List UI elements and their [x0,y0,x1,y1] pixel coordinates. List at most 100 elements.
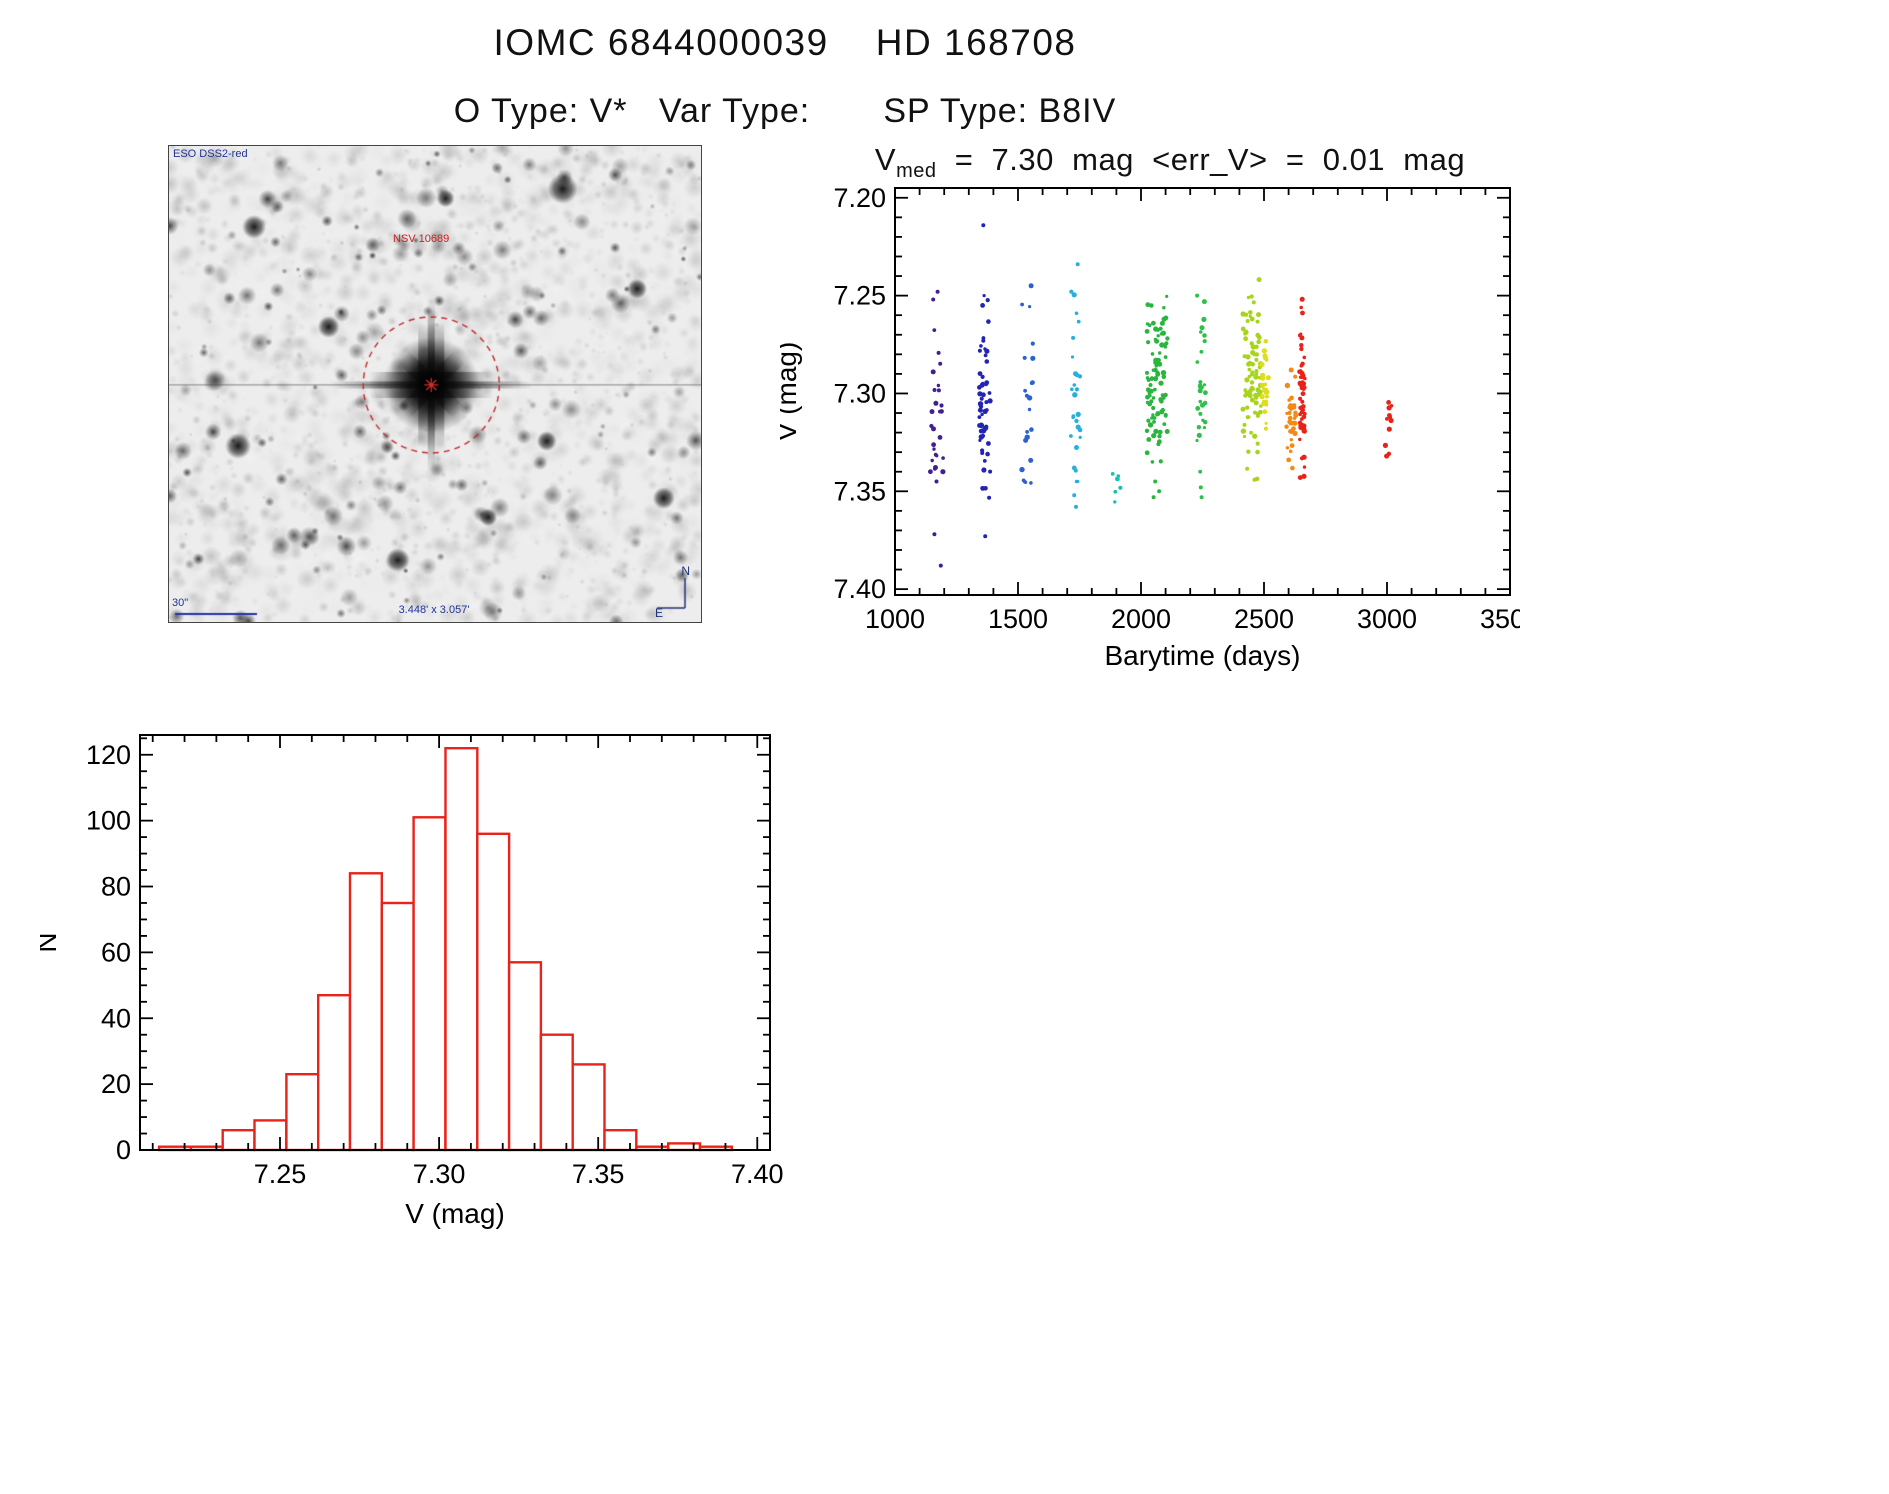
data-point [1200,385,1204,390]
data-point [1254,476,1260,482]
data-point [1265,375,1271,381]
data-point [1247,367,1252,372]
data-point [1299,386,1303,390]
data-point [1249,386,1255,392]
data-point [985,298,990,303]
data-point [1289,420,1295,426]
data-point [1145,394,1150,400]
data-point [1259,393,1265,400]
data-point [1288,403,1294,409]
data-point [1072,392,1078,398]
lightcurve-title-prefix: V [874,142,897,177]
data-point [1020,302,1024,307]
data-point [1243,336,1248,342]
data-point [982,425,988,431]
data-point [1245,354,1251,360]
data-point [937,435,943,440]
data-point [1078,435,1082,439]
data-point [1263,399,1269,404]
data-point [941,456,945,460]
data-point [1030,355,1036,361]
y-tick-label: 80 [101,872,131,902]
data-point [980,412,984,417]
histogram-bar [412,816,447,1152]
data-point [1029,427,1034,432]
data-point [1242,434,1247,439]
data-point [932,388,937,392]
data-point [984,400,989,405]
data-point [1284,382,1291,389]
data-point [1256,277,1262,283]
data-point [1255,449,1260,455]
data-point [1249,294,1254,299]
data-point [1250,361,1255,367]
x-tick-label: 7.40 [731,1159,784,1189]
data-point [1199,325,1205,331]
data-point [1160,407,1165,413]
data-point [1153,376,1159,382]
data-point [1075,411,1081,417]
histogram-bar [285,1073,320,1152]
data-point [932,447,936,451]
data-point [936,383,941,388]
data-point [1384,454,1388,458]
data-point [1240,406,1246,412]
data-point [1071,415,1075,420]
data-point [1165,336,1170,341]
data-point [987,391,992,395]
data-point [1161,316,1167,322]
data-point [1072,383,1077,387]
data-point [1289,368,1294,372]
data-point [1152,416,1157,420]
data-point [1022,355,1027,360]
data-point [1202,426,1207,430]
data-point [1203,390,1208,396]
data-point [1071,292,1077,298]
data-point [1028,457,1034,463]
data-point [1242,422,1247,427]
data-point [1074,504,1078,509]
y-tick-label: 7.30 [833,378,886,408]
data-point [932,532,937,537]
data-point [1243,393,1248,398]
data-point [1245,319,1250,323]
data-point [1301,414,1307,420]
data-point [933,465,938,470]
data-point [1198,399,1203,404]
scatter-points [928,223,1394,568]
data-point [1146,418,1151,423]
data-point [1159,332,1164,336]
data-point [1382,442,1388,448]
data-point [1299,343,1304,348]
data-point [934,479,939,484]
data-point [1071,465,1077,471]
y-tick-label: 7.20 [833,183,886,213]
data-point [1257,390,1262,395]
data-point [1289,443,1295,448]
data-point [1196,432,1202,438]
data-point [1149,399,1154,404]
data-point [1150,460,1155,464]
data-point [1075,262,1080,267]
scale-bar-label: 30" [172,597,189,609]
data-point [1118,485,1123,490]
data-point [1069,434,1073,438]
data-point [928,469,933,475]
data-point [981,223,986,228]
data-point [1299,296,1305,302]
data-point [1240,326,1246,332]
y-axis-label: V (mag) [780,342,802,442]
histogram-bar [507,961,543,1152]
data-point [1247,374,1252,379]
data-point [1024,480,1028,484]
data-point [1248,390,1252,394]
histogram-bar [571,1063,606,1152]
y-tick-label: 7.40 [833,574,886,604]
data-point [1195,360,1200,364]
y-tick-label: 7.35 [833,476,886,506]
data-point [1195,406,1201,411]
data-point [978,434,984,440]
x-tick-label: 7.30 [413,1159,466,1189]
data-point [980,303,985,308]
data-point [982,408,988,414]
